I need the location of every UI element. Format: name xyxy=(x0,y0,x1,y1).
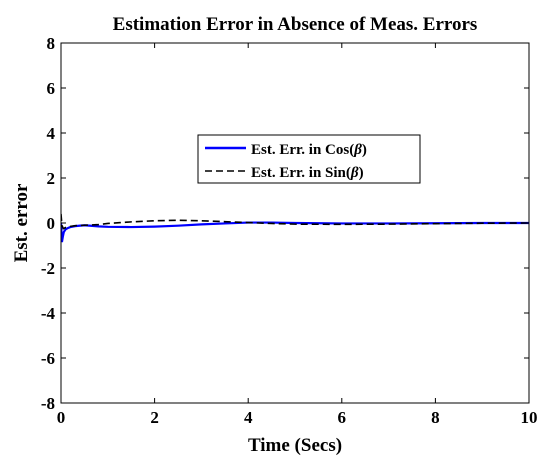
y-tick-label: 8 xyxy=(47,34,56,53)
y-tick-label: 2 xyxy=(47,169,56,188)
x-tick-label: 2 xyxy=(150,408,159,427)
x-axis-label: Time (Secs) xyxy=(248,435,342,456)
legend-box xyxy=(197,134,421,184)
y-tick-label: -2 xyxy=(41,259,55,278)
chart-title: Estimation Error in Absence of Meas. Err… xyxy=(113,14,478,35)
series-layer xyxy=(61,213,529,243)
x-axis-ticks: 0 2 4 6 8 10 xyxy=(57,43,538,427)
legend-entry-sin: Est. Err. in Sin(β) xyxy=(251,165,364,181)
x-tick-label: 6 xyxy=(338,408,347,427)
x-tick-label: 10 xyxy=(521,408,538,427)
x-tick-label: 8 xyxy=(431,408,440,427)
y-axis-label: Est. error xyxy=(11,183,32,262)
y-tick-label: 0 xyxy=(47,214,56,233)
y-tick-label: 4 xyxy=(47,124,56,143)
y-axis-ticks: -8 -6 -4 -2 0 2 4 6 8 xyxy=(41,34,529,413)
y-tick-label: 6 xyxy=(47,79,56,98)
x-tick-label: 4 xyxy=(244,408,253,427)
y-tick-label: -4 xyxy=(41,304,56,323)
series-line-cos xyxy=(61,221,529,243)
legend-entry-cos: Est. Err. in Cos(β) xyxy=(251,142,367,158)
y-tick-label: -6 xyxy=(41,349,55,368)
y-tick-label: -8 xyxy=(41,394,55,413)
legend: Est. Err. in Cos(β) Est. Err. in Sin(β) xyxy=(197,134,421,184)
x-tick-label: 0 xyxy=(57,408,66,427)
